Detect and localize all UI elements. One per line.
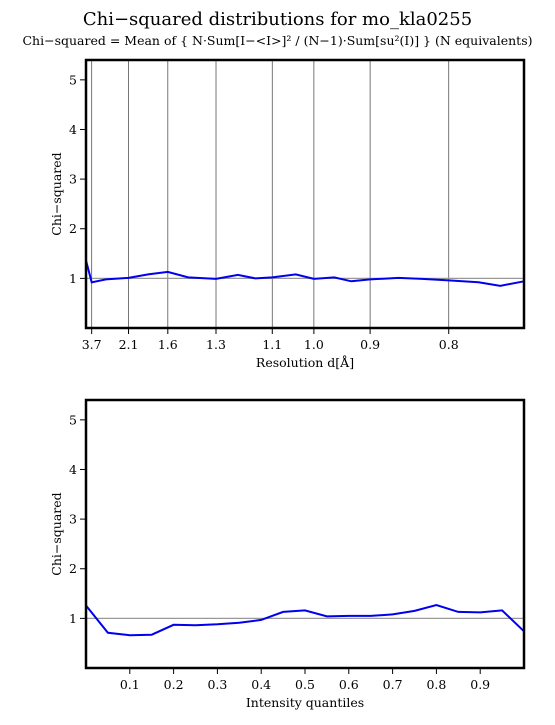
chart1-x-tick-label: 2.1 [119,337,139,352]
chart1-x-tick-label: 1.0 [304,337,324,352]
chart2-y-tick-label: 5 [69,412,77,427]
chart2-x-tick-label: 0.8 [426,677,446,692]
chart1-x-axis-label: Resolution d[Å] [256,355,354,370]
chart1-x-tick-label: 1.6 [158,337,178,352]
chart2-y-axis-label: Chi−squared [49,492,64,575]
chart2-y-tick-label: 1 [69,611,77,626]
chart1-plot-frame [84,58,526,330]
page-subtitle: Chi−squared = Mean of { N·Sum[I−<I>]² / … [22,33,533,48]
chart2-x-axis-label: Intensity quantiles [246,695,364,710]
page-title: Chi−squared distributions for mo_kla0255 [82,9,473,30]
resolution-chart: 1 2 3 4 5 3.7 2.1 1.6 1.3 1.1 1.0 0.9 0.8 Resolution … [49,58,526,370]
chart1-x-tick-label: 1.3 [206,337,226,352]
chart2-x-tick-label: 0.2 [164,677,184,692]
chart1-y-tick-label: 5 [69,72,77,87]
chart2-plot-frame [84,398,526,670]
chart2-x-tick-label: 0.1 [120,677,140,692]
chart2-y-tick-label: 4 [69,462,77,477]
chart1-x-tick-label: 3.7 [82,337,102,352]
chart1-x-tick-label: 0.8 [439,337,459,352]
chart2-y-tick-label: 3 [69,512,77,527]
chart2-x-tick-label: 0.4 [251,677,271,692]
chart2-x-tick-label: 0.3 [207,677,227,692]
chart1-y-tick-label: 4 [69,122,77,137]
chart1-x-tick-label: 1.1 [262,337,282,352]
chart2-y-tick-label: 2 [69,561,77,576]
chart1-y-tick-label: 1 [69,271,77,286]
chart2-x-tick-label: 0.5 [295,677,315,692]
chart1-x-tick-label: 0.9 [360,337,380,352]
chart2-x-tick-label: 0.9 [470,677,490,692]
chart1-y-tick-label: 3 [69,172,77,187]
chart1-y-tick-label: 2 [69,221,77,236]
chart2-x-tick-label: 0.7 [383,677,403,692]
chart2-x-tick-label: 0.6 [339,677,359,692]
chart2-series-line [85,603,525,637]
chart1-series-line [85,260,525,287]
chart1-y-axis-label: Chi−squared [49,152,64,235]
